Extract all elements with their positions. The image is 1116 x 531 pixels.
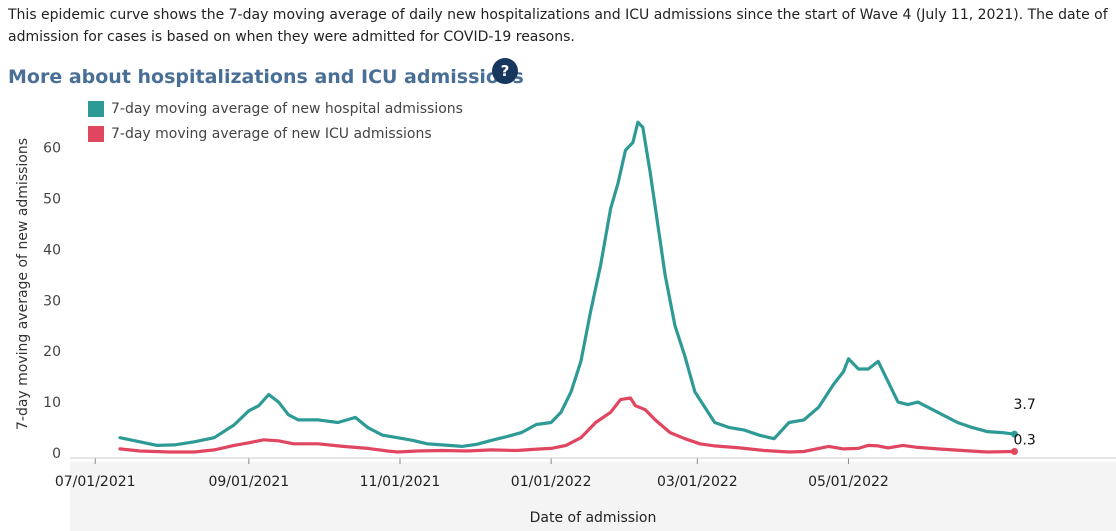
legend: 7-day moving average of new hospital adm… bbox=[88, 96, 463, 146]
y-tick-label: 60 bbox=[43, 141, 61, 157]
section-title: More about hospitalizations and ICU admi… bbox=[8, 66, 524, 88]
legend-item-icu[interactable]: 7-day moving average of new ICU admissio… bbox=[88, 121, 463, 146]
y-tick-label: 50 bbox=[43, 192, 61, 208]
y-tick-label: 30 bbox=[43, 293, 61, 309]
series-line-icu[interactable] bbox=[118, 396, 1017, 454]
x-tick-label: 11/01/2021 bbox=[360, 474, 441, 490]
intro-text: This epidemic curve shows the 7-day movi… bbox=[8, 7, 1108, 45]
series-line-hospital[interactable] bbox=[118, 120, 1017, 448]
legend-label-hospital: 7-day moving average of new hospital adm… bbox=[111, 100, 463, 117]
legend-item-hospital[interactable]: 7-day moving average of new hospital adm… bbox=[88, 96, 463, 121]
y-tick-label: 10 bbox=[43, 395, 61, 411]
x-tick-label: 01/01/2022 bbox=[511, 474, 592, 490]
y-tick-label: 0 bbox=[52, 446, 61, 462]
legend-swatch-hospital bbox=[88, 100, 104, 117]
legend-swatch-icu bbox=[88, 125, 104, 142]
y-axis: 0 10 20 30 40 50 60 bbox=[43, 141, 61, 462]
x-tick-label: 05/01/2022 bbox=[808, 474, 889, 490]
x-tick-label: 09/01/2021 bbox=[208, 474, 289, 490]
data-label-icu: 0.3 bbox=[1013, 432, 1035, 448]
series-end-marker-icu[interactable] bbox=[1010, 447, 1018, 455]
x-axis-label: Date of admission bbox=[530, 510, 657, 526]
x-axis-band bbox=[70, 462, 1116, 531]
series-end-marker-hospital[interactable] bbox=[1010, 430, 1018, 438]
legend-label-icu: 7-day moving average of new ICU admissio… bbox=[111, 125, 432, 142]
x-axis: 07/01/2021 09/01/2021 11/01/2021 01/01/2022… bbox=[55, 458, 889, 490]
x-tick-label: 07/01/2021 bbox=[55, 474, 136, 490]
help-icon[interactable]: ? bbox=[492, 58, 518, 84]
y-tick-label: 20 bbox=[43, 344, 61, 360]
series-layer: 3.7 0.3 bbox=[118, 120, 1036, 455]
data-label-hospital: 3.7 bbox=[1013, 397, 1035, 413]
x-tick-label: 03/01/2022 bbox=[657, 474, 738, 490]
y-tick-label: 40 bbox=[43, 242, 61, 258]
y-axis-label: 7-day moving average of new admissions bbox=[15, 138, 31, 430]
